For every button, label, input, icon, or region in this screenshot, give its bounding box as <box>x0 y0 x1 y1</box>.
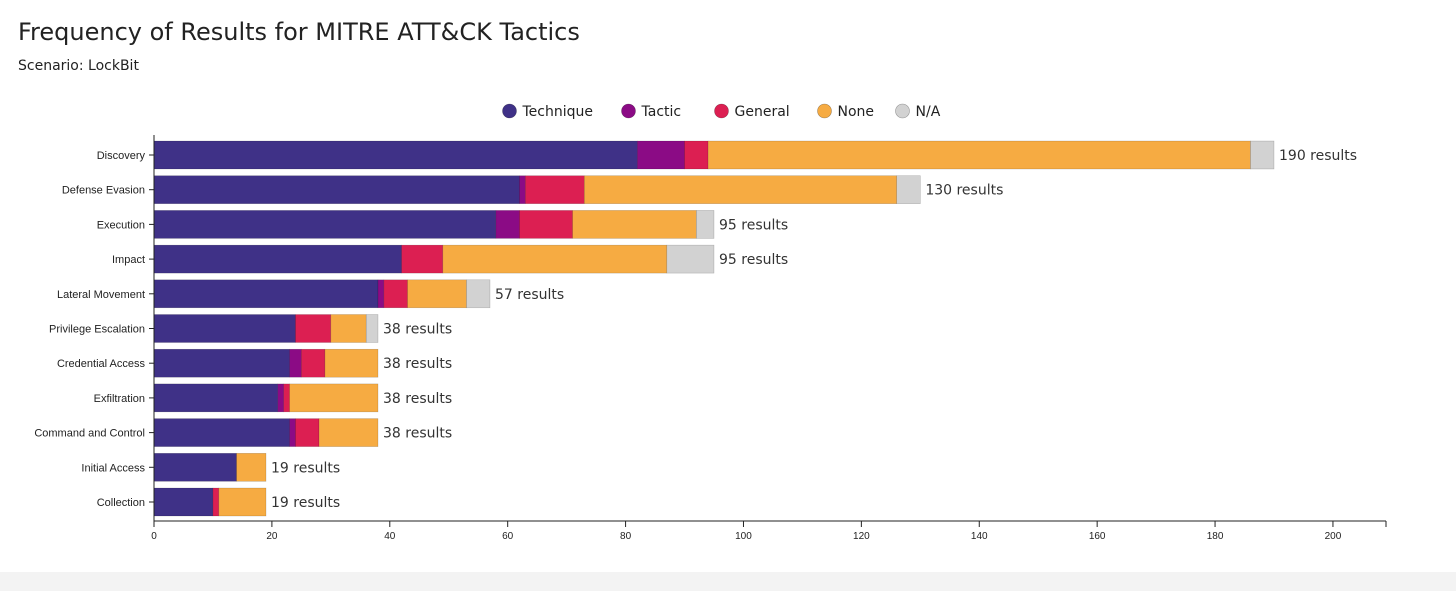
total-label-collection: 19 results <box>271 495 340 511</box>
category-label-defense-evasion: Defense Evasion <box>62 185 145 197</box>
total-label-defense-evasion: 130 results <box>925 183 1003 199</box>
x-tick-label-100: 100 <box>735 531 752 542</box>
bar-defense-evasion-tactic <box>519 175 526 204</box>
legend-swatch-tactic <box>621 103 636 119</box>
category-label-collection: Collection <box>97 497 145 509</box>
bar-exfiltration-tactic <box>277 383 284 413</box>
bar-privilege-escalation-general <box>295 314 332 343</box>
bar-lateral-movement-technique <box>153 279 379 309</box>
footer-band <box>0 572 1456 591</box>
bar-credential-access-tactic <box>289 348 302 378</box>
y-axis: Discovery Defense Evasion Execution Impact L… <box>34 135 155 521</box>
legend-label-general: General <box>735 104 790 120</box>
category-label-command-and-control: Command and Control <box>34 428 145 440</box>
bar-defense-evasion-n-a <box>896 175 921 204</box>
chart-subtitle: Scenario: LockBit <box>18 58 139 74</box>
bar-credential-access-general <box>301 348 326 378</box>
bar-privilege-escalation-n-a <box>365 314 379 343</box>
bar-credential-access-technique <box>153 348 290 378</box>
category-label-exfiltration: Exfiltration <box>94 393 145 405</box>
bar-exfiltration-technique <box>153 383 279 413</box>
category-label-discovery: Discovery <box>97 150 146 162</box>
x-tick-label-20: 20 <box>266 531 278 542</box>
bar-lateral-movement-n-a <box>466 279 491 309</box>
bar-collection-none <box>218 487 267 517</box>
category-label-execution: Execution <box>97 219 145 231</box>
category-label-lateral-movement: Lateral Movement <box>57 289 145 301</box>
bar-execution-n-a <box>696 210 715 239</box>
bar-privilege-escalation-none <box>330 314 367 343</box>
category-label-credential-access: Credential Access <box>57 358 146 370</box>
bar-impact-technique <box>153 244 402 274</box>
bar-discovery-n-a <box>1250 140 1275 170</box>
bar-lateral-movement-tactic <box>377 279 385 309</box>
bar-defense-evasion-none <box>584 175 897 204</box>
total-label-command-and-control: 38 results <box>383 426 452 442</box>
x-axis: 0 20 40 60 80 100 120 140 160 180 200 <box>151 520 1387 542</box>
bar-command-and-control-technique <box>153 418 290 447</box>
bar-defense-evasion-technique <box>153 175 520 204</box>
x-tick-label-0: 0 <box>151 531 157 542</box>
chart-legend: Technique Tactic General None N/A <box>502 103 941 120</box>
x-tick-label-160: 160 <box>1089 531 1106 542</box>
legend-label-none: None <box>838 104 875 120</box>
bar-execution-tactic <box>495 210 520 239</box>
bar-lateral-movement-general <box>383 279 408 309</box>
x-tick-label-120: 120 <box>853 531 870 542</box>
bar-defense-evasion-general <box>525 175 585 204</box>
x-tick-label-140: 140 <box>971 531 988 542</box>
bar-discovery-tactic <box>637 140 685 170</box>
bar-discovery-none <box>707 140 1251 170</box>
stacked-bar-chart: Technique Tactic General None N/A DiscoveryD… <box>34 103 1387 542</box>
bar-exfiltration-none <box>289 383 379 413</box>
legend-swatch-n-a <box>895 103 910 119</box>
total-label-lateral-movement: 57 results <box>495 287 564 303</box>
x-tick-label-80: 80 <box>620 531 632 542</box>
total-label-impact: 95 results <box>719 252 788 268</box>
bar-command-and-control-tactic <box>289 418 296 447</box>
legend-swatch-none <box>817 103 832 119</box>
x-tick-label-200: 200 <box>1325 531 1342 542</box>
bar-execution-general <box>519 210 573 239</box>
legend-swatch-technique <box>502 103 517 119</box>
bar-impact-none <box>442 244 668 274</box>
bar-lateral-movement-none <box>407 279 467 309</box>
bar-command-and-control-general <box>295 418 320 447</box>
bar-initial-access-none <box>236 453 267 482</box>
total-label-initial-access: 19 results <box>271 460 340 476</box>
category-label-impact: Impact <box>112 254 145 266</box>
total-label-credential-access: 38 results <box>383 356 452 372</box>
bar-discovery-general <box>684 140 709 170</box>
bar-impact-n-a <box>666 244 715 274</box>
bar-discovery-technique <box>153 140 638 170</box>
total-label-discovery: 190 results <box>1279 148 1357 164</box>
legend-label-n-a: N/A <box>916 104 941 120</box>
bar-collection-technique <box>153 487 214 517</box>
bar-execution-technique <box>153 210 497 239</box>
total-label-exfiltration: 38 results <box>383 391 452 407</box>
x-tick-label-60: 60 <box>502 531 514 542</box>
x-tick-label-180: 180 <box>1207 531 1224 542</box>
bar-exfiltration-general <box>283 383 290 413</box>
bar-impact-general <box>401 244 444 274</box>
bar-command-and-control-none <box>318 418 379 447</box>
chart-bars <box>153 140 1275 517</box>
bar-initial-access-technique <box>153 453 237 482</box>
category-label-privilege-escalation: Privilege Escalation <box>49 324 145 336</box>
legend-label-technique: Technique <box>522 104 594 120</box>
total-label-execution: 95 results <box>719 217 788 233</box>
bar-execution-none <box>572 210 697 239</box>
bar-collection-general <box>212 487 220 517</box>
legend-label-tactic: Tactic <box>641 104 682 120</box>
category-label-initial-access: Initial Access <box>81 462 145 474</box>
bar-privilege-escalation-technique <box>153 314 296 343</box>
bar-credential-access-none <box>324 348 379 378</box>
chart-title: Frequency of Results for MITRE ATT&CK Ta… <box>18 18 580 46</box>
total-label-privilege-escalation: 38 results <box>383 322 452 338</box>
total-labels: 190 results 130 results 95 results 95 resul… <box>271 148 1357 511</box>
legend-swatch-general <box>714 103 729 119</box>
x-tick-label-40: 40 <box>384 531 396 542</box>
